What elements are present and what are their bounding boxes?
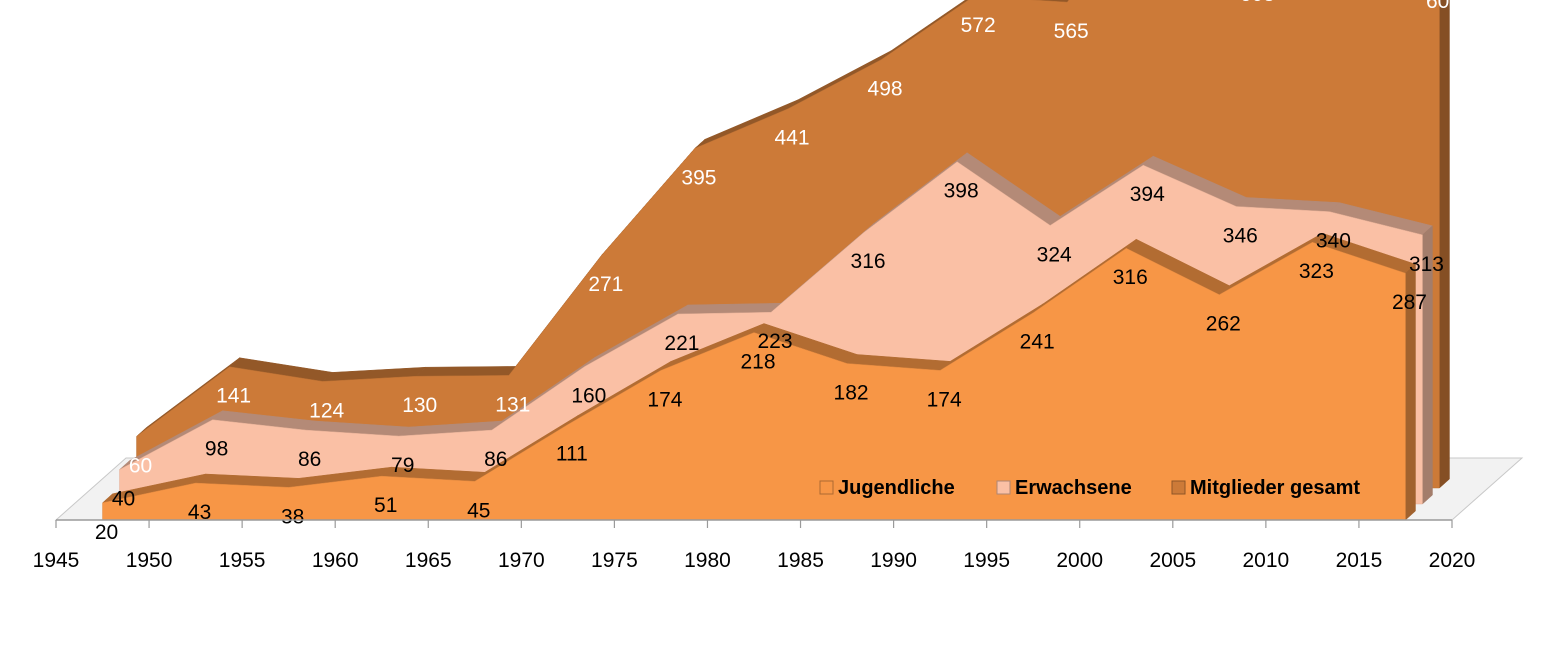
data-label: 130 bbox=[402, 394, 437, 417]
data-label: 182 bbox=[834, 381, 869, 404]
x-tick-label: 2005 bbox=[1149, 549, 1196, 572]
x-tick-label: 2000 bbox=[1056, 549, 1103, 572]
data-label: 174 bbox=[927, 388, 962, 411]
series-jugendliche bbox=[101, 232, 1416, 521]
data-label: 498 bbox=[868, 78, 903, 101]
legend: Jugendliche Erwachsene Mitglieder gesamt bbox=[819, 477, 1360, 499]
data-label: 346 bbox=[1223, 224, 1258, 247]
data-label: 600 bbox=[1426, 0, 1461, 13]
legend-swatch bbox=[819, 480, 834, 495]
data-label: 43 bbox=[188, 501, 211, 524]
data-label: 51 bbox=[374, 494, 397, 517]
data-label: 340 bbox=[1316, 230, 1351, 253]
x-axis: 1945 1950 1955 1960 1965 1970 1975 1980 1985 1990… bbox=[33, 519, 1476, 572]
data-label: 316 bbox=[1113, 266, 1148, 289]
data-label: 221 bbox=[664, 332, 699, 355]
data-label: 40 bbox=[112, 488, 135, 511]
data-label: 60 bbox=[129, 454, 152, 477]
data-label: 45 bbox=[467, 499, 490, 522]
data-label: 565 bbox=[1054, 20, 1089, 43]
data-label: 111 bbox=[556, 443, 588, 466]
data-label: 316 bbox=[851, 250, 886, 273]
series-front-face bbox=[102, 241, 1406, 521]
legend-label: Mitglieder gesamt bbox=[1190, 477, 1360, 499]
data-label: 79 bbox=[391, 454, 414, 477]
legend-swatch bbox=[996, 480, 1011, 495]
data-label: 398 bbox=[944, 180, 979, 203]
x-tick-label: 1960 bbox=[312, 549, 359, 572]
data-label: 441 bbox=[774, 127, 809, 150]
x-tick-label: 2015 bbox=[1336, 549, 1383, 572]
x-tick-label: 2020 bbox=[1429, 549, 1476, 572]
data-label: 241 bbox=[1020, 331, 1055, 354]
data-label: 86 bbox=[298, 448, 321, 471]
x-tick-label: 1995 bbox=[963, 549, 1010, 572]
x-tick-label: 2010 bbox=[1243, 549, 1290, 572]
series-top-face bbox=[415, 366, 520, 377]
legend-label: Erwachsene bbox=[1015, 477, 1132, 499]
series-layer bbox=[101, 0, 1450, 521]
data-label: 141 bbox=[216, 385, 251, 408]
data-label: 287 bbox=[1392, 291, 1427, 314]
data-label: 271 bbox=[588, 273, 623, 296]
data-label: 323 bbox=[1299, 260, 1334, 283]
legend-swatch bbox=[1171, 480, 1186, 495]
data-label: 223 bbox=[757, 330, 792, 353]
x-tick-label: 1955 bbox=[219, 549, 266, 572]
data-label: 124 bbox=[309, 399, 344, 422]
data-label: 38 bbox=[281, 505, 304, 528]
data-label: 313 bbox=[1409, 253, 1444, 276]
x-tick-label: 1990 bbox=[870, 549, 917, 572]
x-tick-label: 1965 bbox=[405, 549, 452, 572]
data-label: 20 bbox=[95, 521, 118, 544]
data-label: 86 bbox=[484, 448, 507, 471]
legend-label: Jugendliche bbox=[838, 477, 955, 499]
data-label: 395 bbox=[681, 166, 716, 189]
x-tick-label: 1945 bbox=[33, 549, 80, 572]
data-label: 98 bbox=[205, 438, 228, 461]
x-tick-label: 1980 bbox=[684, 549, 731, 572]
x-tick-label: 1970 bbox=[498, 549, 545, 572]
data-label: 160 bbox=[571, 384, 606, 407]
data-label: 262 bbox=[1206, 313, 1241, 336]
x-tick-label: 1985 bbox=[777, 549, 824, 572]
data-label: 608 bbox=[1240, 0, 1275, 6]
data-label: 572 bbox=[961, 14, 996, 37]
data-label: 174 bbox=[647, 388, 682, 411]
data-label: 324 bbox=[1037, 243, 1072, 266]
x-tick-label: 1950 bbox=[126, 549, 173, 572]
x-tick-label: 1975 bbox=[591, 549, 638, 572]
data-label: 131 bbox=[495, 393, 530, 416]
data-label: 218 bbox=[740, 351, 775, 374]
data-label: 394 bbox=[1130, 183, 1165, 206]
data-labels: 6014112413013127139544149857256571060866… bbox=[95, 0, 1461, 544]
series-end-face bbox=[1439, 0, 1450, 489]
